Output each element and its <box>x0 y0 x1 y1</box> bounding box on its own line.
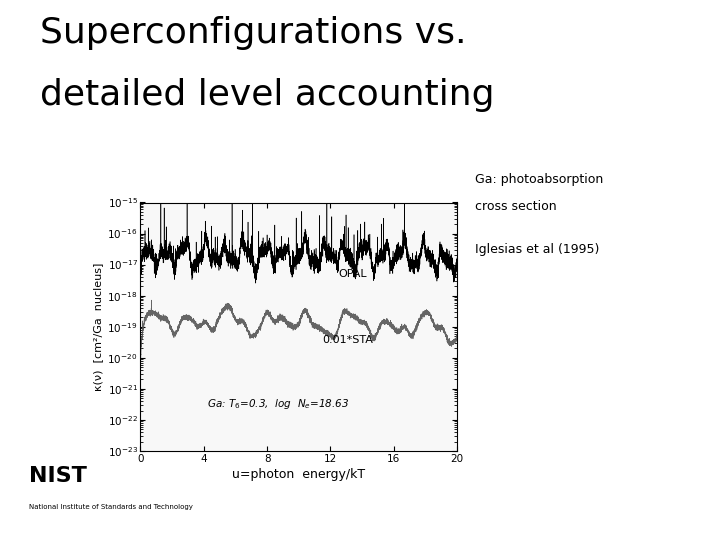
X-axis label: u=photon  energy/kT: u=photon energy/kT <box>233 468 365 481</box>
Text: Ga: T$_6$=0.3,  log  N$_e$=18.63: Ga: T$_6$=0.3, log N$_e$=18.63 <box>207 397 349 411</box>
Text: detailed level accounting: detailed level accounting <box>40 78 494 112</box>
Text: 0.01*STA: 0.01*STA <box>323 335 374 345</box>
Text: OPAL: OPAL <box>338 269 367 279</box>
Text: cross section: cross section <box>475 200 557 213</box>
Text: Superconfigurations vs.: Superconfigurations vs. <box>40 16 466 50</box>
Text: NIST: NIST <box>29 466 86 486</box>
Y-axis label: κ(ν)  [cm²/Ga  nucleus]: κ(ν) [cm²/Ga nucleus] <box>94 262 103 391</box>
Text: Iglesias et al (1995): Iglesias et al (1995) <box>475 243 600 256</box>
Text: National Institute of Standards and Technology: National Institute of Standards and Tech… <box>29 504 193 510</box>
Text: Ga: photoabsorption: Ga: photoabsorption <box>475 173 603 186</box>
